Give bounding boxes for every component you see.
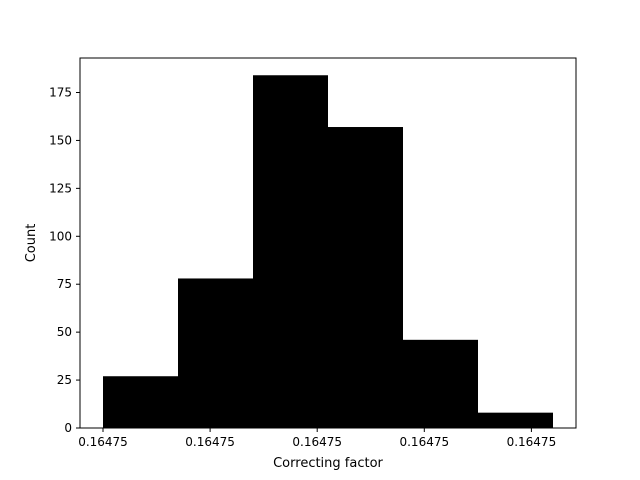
y-tick-label: 75 — [57, 277, 72, 291]
x-axis-label: Correcting factor — [273, 456, 383, 471]
y-tick-label: 0 — [64, 421, 72, 435]
x-tick-label: 0.16475 — [399, 435, 449, 449]
plot-frame — [79, 57, 577, 429]
histogram-bar-6 — [478, 412, 553, 428]
y-axis-label: Count — [24, 224, 39, 263]
x-tick-label: 0.16475 — [292, 435, 342, 449]
histogram-bar-3 — [253, 75, 328, 429]
bars-group — [103, 75, 553, 429]
histogram-bar-5 — [403, 339, 478, 428]
y-tick-label: 175 — [49, 86, 72, 100]
y-tick-label: 50 — [57, 325, 72, 339]
y-tick-label: 100 — [49, 229, 72, 243]
histogram-bar-4 — [328, 127, 403, 429]
histogram-bar-1 — [103, 376, 178, 428]
x-tick-label: 0.16475 — [185, 435, 235, 449]
y-axis: 0 25 50 75 100 125 150 175 — [49, 86, 80, 435]
y-tick-label: 25 — [57, 373, 72, 387]
x-tick-label: 0.16475 — [507, 435, 557, 449]
histogram-bar-2 — [178, 278, 253, 428]
x-tick-label: 0.16475 — [78, 435, 128, 449]
x-axis: 0.16475 0.16475 0.16475 0.16475 0.16475 — [78, 428, 556, 449]
y-tick-label: 125 — [49, 181, 72, 195]
y-tick-label: 150 — [49, 133, 72, 147]
